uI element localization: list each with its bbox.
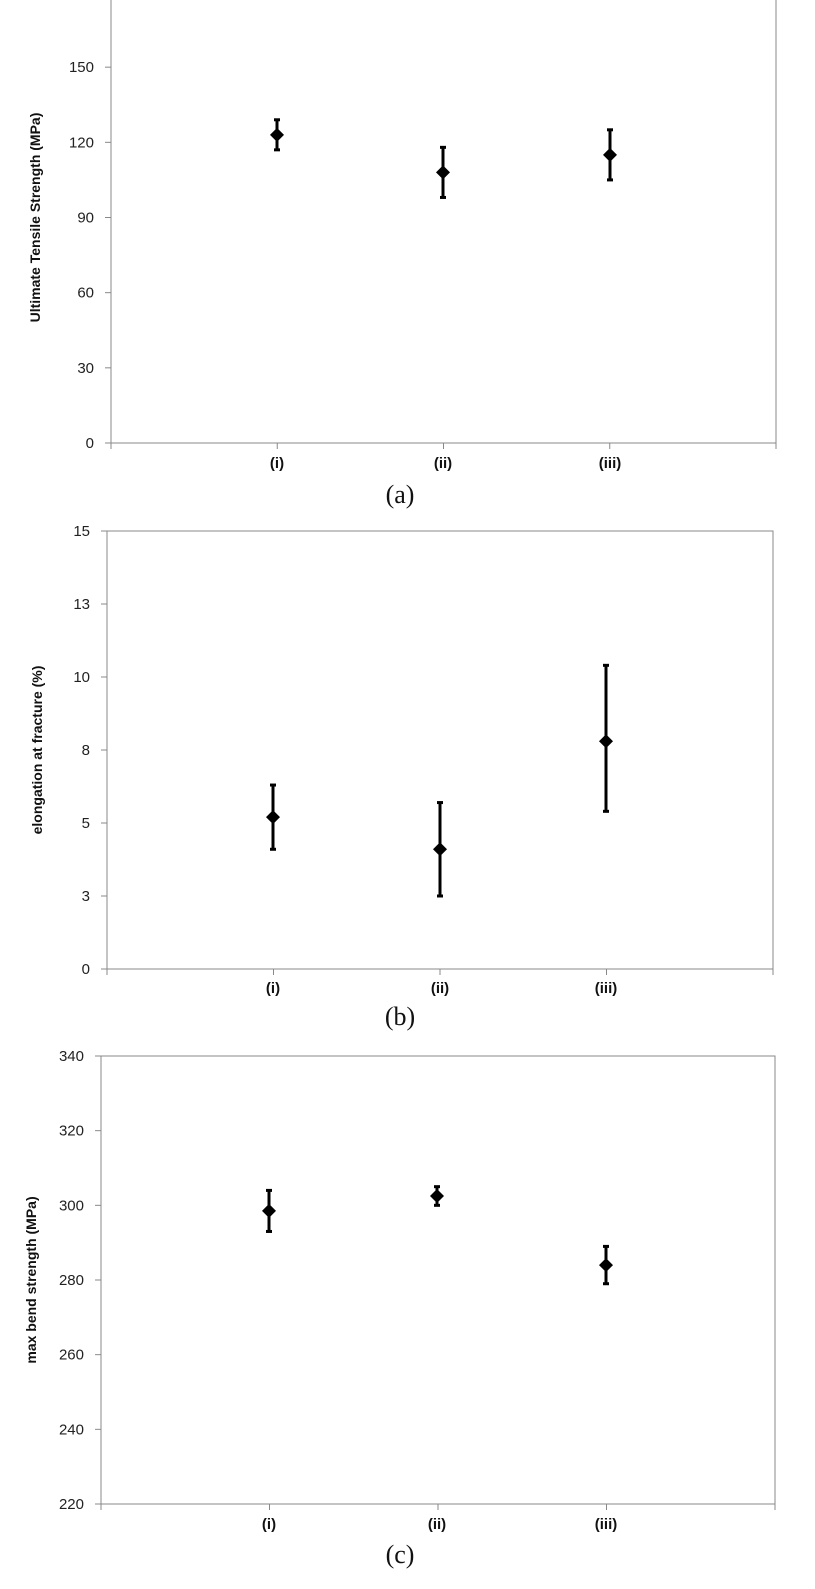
x-tick-label: (ii) (434, 455, 452, 472)
plot-area (100, 1055, 776, 1505)
y-axis-title: max bend strength (MPa) (23, 1196, 39, 1363)
y-tick-label: 120 (69, 134, 94, 151)
plot-area (106, 530, 774, 970)
data-point (266, 810, 280, 825)
y-tick-label: 180 (69, 0, 94, 1)
y-tick-label: 260 (59, 1347, 84, 1364)
y-tick-label: 300 (59, 1197, 84, 1214)
y-tick-label: 0 (82, 961, 90, 978)
x-tick-label: (i) (266, 980, 280, 997)
data-point (599, 1258, 613, 1273)
y-tick-label: 320 (59, 1123, 84, 1140)
y-tick-label: 30 (77, 360, 94, 377)
y-tick-label: 280 (59, 1272, 84, 1289)
y-tick-label: 13 (73, 596, 90, 613)
y-tick-label: 3 (82, 888, 90, 905)
y-tick-label: 0 (86, 435, 94, 452)
x-tick-label: (iii) (595, 980, 618, 997)
chart-c: 220 240 260 280 300 320 340 (i) (ii) (iii) max ben… (23, 1048, 776, 1569)
x-tick-label: (iii) (595, 1516, 618, 1533)
chart-caption: (b) (385, 1002, 415, 1031)
y-axis-title: elongation at fracture (%) (29, 666, 45, 835)
data-point (270, 127, 284, 142)
y-tick-label: 10 (73, 669, 90, 686)
chart-a: 0 30 60 90 120 150 180 (i) (ii) (iii) Ultimate Ten… (27, 0, 777, 509)
y-tick-label: 60 (77, 285, 94, 302)
chart-b: 0 3 5 8 10 13 15 (i) (ii) (iii) elongation at frac… (29, 523, 774, 1031)
data-point (599, 734, 613, 749)
y-tick-label: 240 (59, 1421, 84, 1438)
y-axis-title: Ultimate Tensile Strength (MPa) (27, 113, 43, 323)
data-point (603, 147, 617, 162)
data-point (430, 1189, 444, 1203)
y-tick-label: 150 (69, 59, 94, 76)
y-tick-label: 220 (59, 1496, 84, 1513)
chart-caption: (a) (386, 480, 415, 509)
chart-caption: (c) (386, 1540, 415, 1569)
y-tick-label: 15 (73, 523, 90, 540)
data-point (262, 1203, 276, 1218)
x-tick-label: (i) (270, 455, 284, 472)
x-tick-label: (ii) (428, 1516, 446, 1533)
y-tick-label: 340 (59, 1048, 84, 1065)
data-point (433, 842, 447, 857)
x-tick-label: (iii) (599, 455, 622, 472)
y-tick-label: 90 (77, 210, 94, 227)
x-tick-label: (ii) (431, 980, 449, 997)
data-point (436, 165, 450, 180)
plot-area (110, 0, 777, 444)
x-tick-label: (i) (262, 1516, 276, 1533)
y-tick-label: 5 (82, 815, 90, 832)
y-tick-label: 8 (82, 742, 90, 759)
